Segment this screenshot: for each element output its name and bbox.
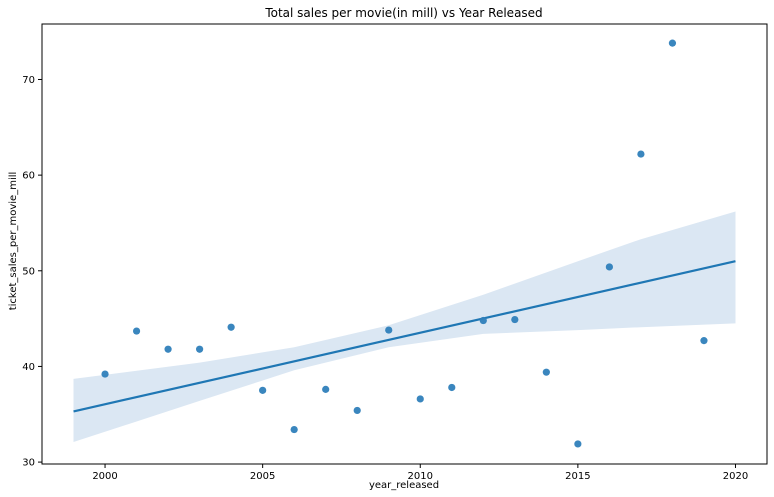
y-tick-label: 70	[22, 75, 35, 86]
data-point	[227, 323, 235, 331]
plot-frame	[41, 23, 768, 465]
data-point	[101, 370, 109, 378]
data-point	[196, 345, 204, 353]
y-tick-label: 30	[22, 458, 35, 469]
regression-line	[73, 260, 736, 413]
data-point	[385, 326, 393, 334]
data-point	[448, 383, 456, 392]
chart-title: Total sales per movie(in mill) vs Year R…	[264, 6, 542, 20]
confidence-band-layer	[73, 211, 736, 442]
x-axis-ticks: 2000 2005 2010 2015 2020	[92, 464, 748, 482]
x-axis-label: year_released	[369, 480, 439, 491]
data-point	[353, 406, 361, 415]
data-point	[290, 425, 298, 434]
y-tick-label: 50	[22, 266, 35, 277]
data-point	[322, 385, 330, 393]
data-point	[164, 345, 172, 353]
data-point	[259, 386, 267, 394]
data-point	[132, 327, 141, 335]
x-tick-label: 2005	[250, 471, 275, 482]
y-tick-label: 40	[22, 362, 35, 373]
data-point	[416, 395, 424, 403]
y-tick-label: 60	[22, 171, 35, 182]
data-points-layer	[101, 39, 708, 448]
data-point	[605, 263, 613, 271]
data-point	[700, 337, 708, 345]
data-point	[479, 316, 487, 325]
confidence-band	[73, 211, 736, 442]
data-point	[637, 150, 645, 158]
data-point	[511, 315, 519, 324]
data-point	[668, 39, 677, 47]
y-axis-ticks: 30 40 50 60 70	[22, 75, 42, 469]
x-tick-label: 2020	[723, 471, 748, 482]
x-tick-label: 2000	[92, 471, 117, 482]
x-tick-label: 2015	[565, 471, 590, 482]
x-tick-label: 2010	[408, 471, 433, 482]
y-axis-label: ticket_sales_per_movie_mill	[8, 172, 19, 311]
data-point	[574, 440, 582, 448]
data-point	[542, 368, 550, 376]
regression-line-layer	[73, 260, 736, 413]
